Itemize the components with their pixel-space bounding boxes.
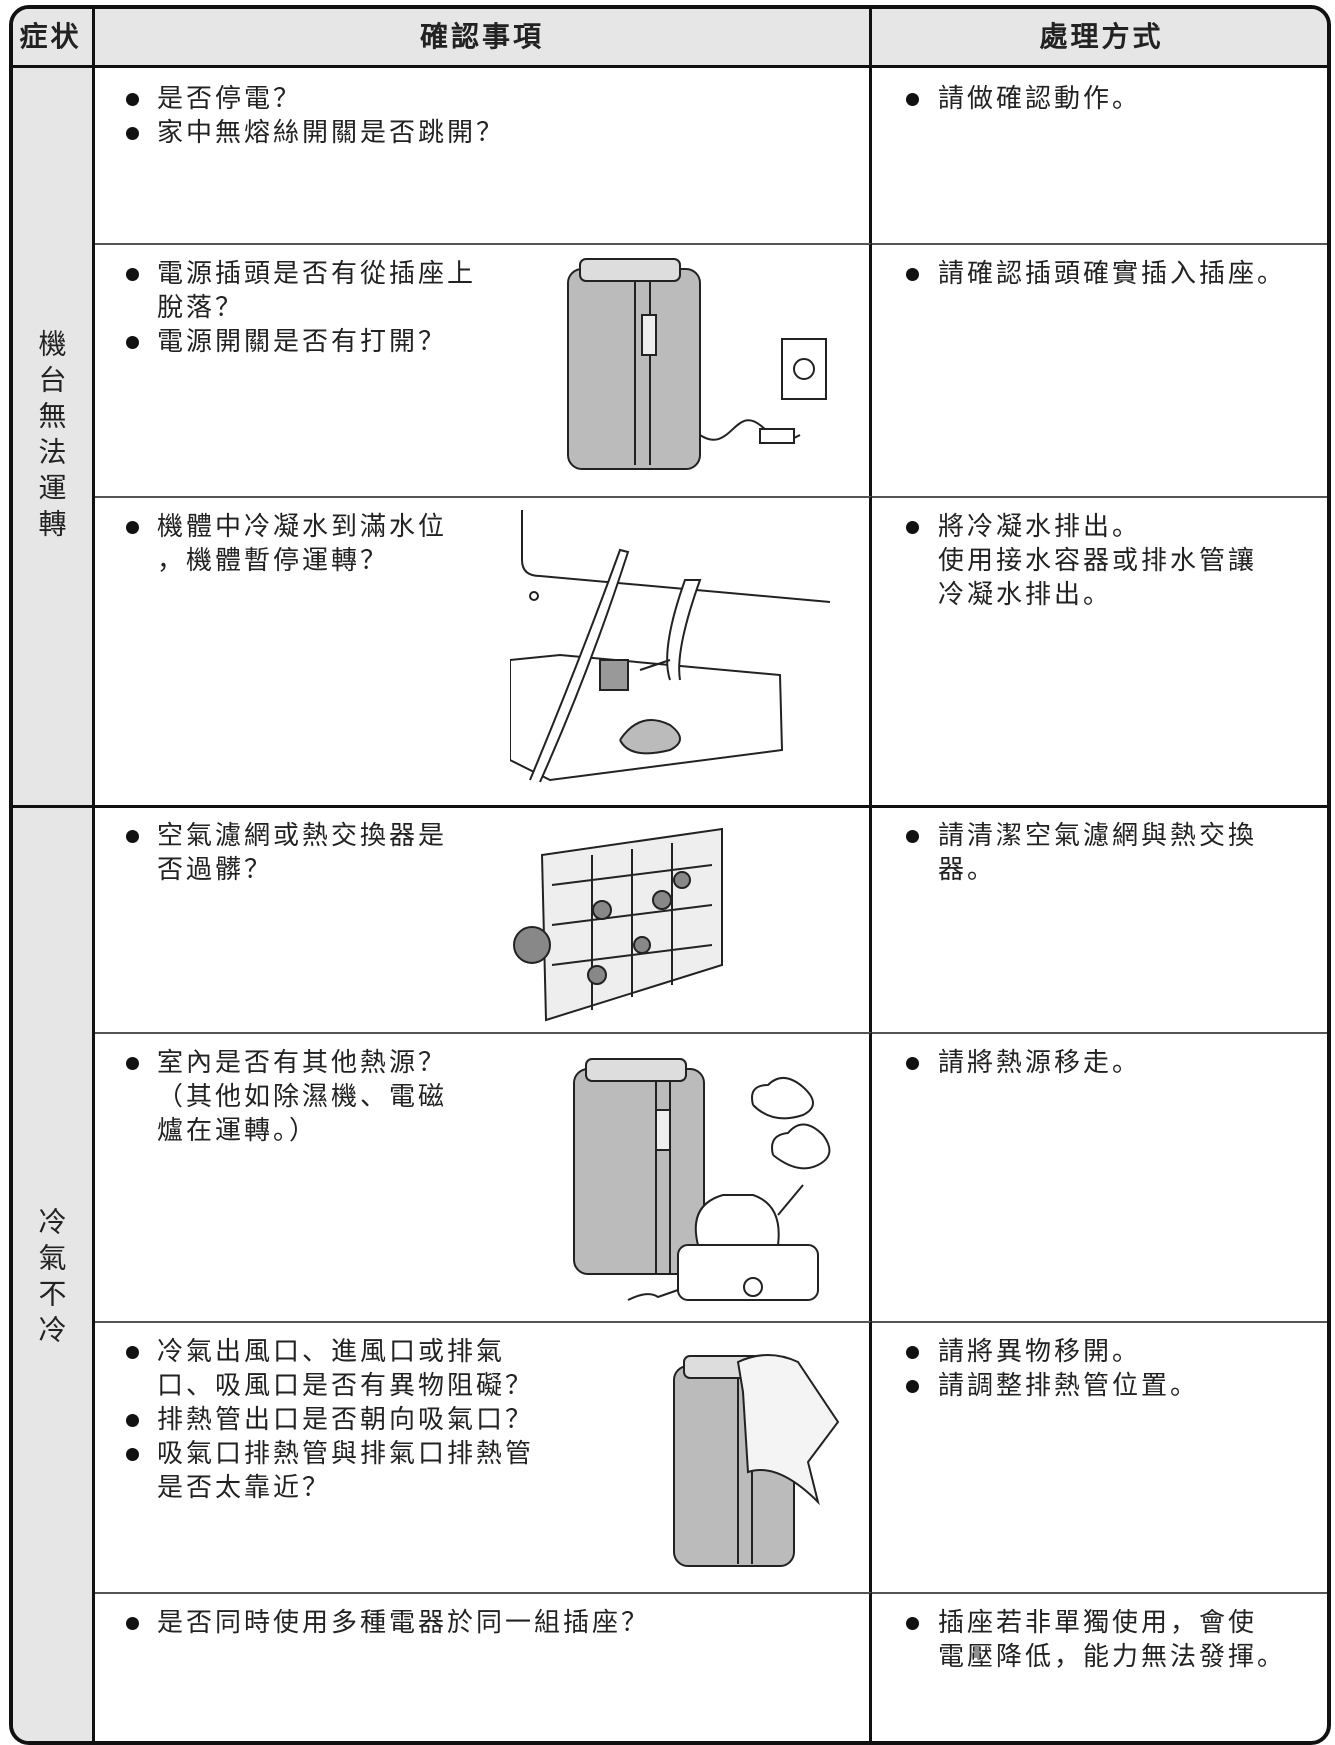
item-line: 是否停電？ — [157, 84, 303, 114]
item-line: 請清潔空氣濾網與熱交換 — [938, 821, 1258, 851]
bullet — [126, 1346, 139, 1359]
item-line: 排熱管出口是否朝向吸氣口？ — [157, 1405, 535, 1435]
item-line: 請做確認動作。 — [938, 84, 1142, 114]
symptom-text: 冷氣不冷 — [34, 1207, 68, 1351]
item-line: 器。 — [938, 855, 997, 885]
action-cell — [872, 243, 1327, 496]
bullet — [906, 830, 919, 843]
bullet — [126, 1057, 139, 1070]
item-line: 將冷凝水排出。 — [938, 512, 1142, 542]
bullet — [126, 268, 139, 281]
item-line: 室內是否有其他熱源？ — [157, 1048, 448, 1078]
bullet — [126, 93, 139, 106]
bullet — [906, 1346, 919, 1359]
item-line: 電源插頭是否有從插座上 — [157, 259, 477, 289]
bullet — [906, 268, 919, 281]
bullet — [906, 1057, 919, 1070]
header-cell: 症状 — [13, 9, 95, 68]
table: 症状 確認事項 處理方式機台無法運轉 是否停電？ 家中無熔絲開關是否跳開？ 請做確認動作。… — [9, 5, 1331, 1745]
bullet — [126, 521, 139, 534]
item-line: 冷氣出風口、進風口或排氣 — [157, 1337, 506, 1367]
bullet — [126, 830, 139, 843]
item-line: 冷凝水排出。 — [938, 580, 1113, 610]
item-line: 請調整排熱管位置。 — [938, 1371, 1200, 1401]
action-cell — [872, 496, 1327, 805]
action-cell — [872, 805, 1327, 1032]
item-line: 是否太靠近？ — [157, 1473, 332, 1503]
illustration-unit-kettle — [573, 1058, 831, 1301]
item-line: 脫落？ — [157, 293, 245, 323]
item-line: 否過髒？ — [157, 855, 274, 885]
bullet — [126, 1448, 139, 1461]
item-line: 電壓降低，能力無法發揮。 — [938, 1642, 1287, 1672]
item-line: 空氣濾網或熱交換器是 — [157, 821, 448, 851]
action-cell — [872, 1032, 1327, 1321]
check-cell — [95, 496, 872, 805]
item-line: 是否同時使用多種電器於同一組插座？ — [157, 1608, 651, 1638]
item-line: 請確認插頭確實插入插座。 — [938, 259, 1287, 289]
bullet — [906, 1380, 919, 1393]
bullet — [126, 1414, 139, 1427]
symptom-cell: 機台無法運轉 — [13, 68, 95, 805]
symptom-text: 機台無法運轉 — [34, 328, 68, 545]
action-cell — [872, 1321, 1327, 1592]
item-line: 請將異物移開。 — [938, 1337, 1142, 1367]
item-line: ，機體暫停運轉？ — [157, 546, 390, 576]
illustration-drain-tray — [510, 510, 831, 783]
item-line: 口、吸風口是否有異物阻礙？ — [157, 1371, 535, 1401]
symptom-cell: 冷氣不冷 — [13, 805, 95, 1741]
bullet — [906, 521, 919, 534]
bullet — [906, 93, 919, 106]
item-line: 家中無熔絲開關是否跳開？ — [157, 118, 506, 148]
item-line: 電源開關是否有打開？ — [157, 327, 448, 357]
check-cell — [95, 1592, 872, 1741]
check-cell — [95, 243, 872, 496]
check-cell — [95, 1321, 872, 1592]
illustration-unit-cloth — [673, 1354, 840, 1567]
bullet — [906, 1617, 919, 1630]
illustration-filter — [513, 827, 723, 1022]
item-line: 使用接水容器或排水管讓 — [938, 546, 1258, 576]
item-line: 機體中冷凝水到滿水位 — [157, 512, 448, 542]
item-line: 吸氣口排熱管與排氣口排熱管 — [157, 1439, 535, 1469]
item-line: 爐在運轉。） — [157, 1116, 319, 1146]
bullet — [126, 1617, 139, 1630]
header-cell: 確認事項 — [95, 9, 872, 68]
check-cell — [95, 68, 872, 243]
illustration-unit-plug — [567, 258, 827, 470]
header-cell: 處理方式 — [872, 9, 1327, 68]
bullet — [126, 127, 139, 140]
check-cell — [95, 1032, 872, 1321]
bullet — [126, 336, 139, 349]
item-line: 插座若非單獨使用，會使 — [938, 1608, 1258, 1638]
item-line: （其他如除濕機、電磁 — [157, 1082, 448, 1112]
check-cell — [95, 805, 872, 1032]
action-cell — [872, 1592, 1327, 1741]
item-line: 請將熱源移走。 — [938, 1048, 1142, 1078]
